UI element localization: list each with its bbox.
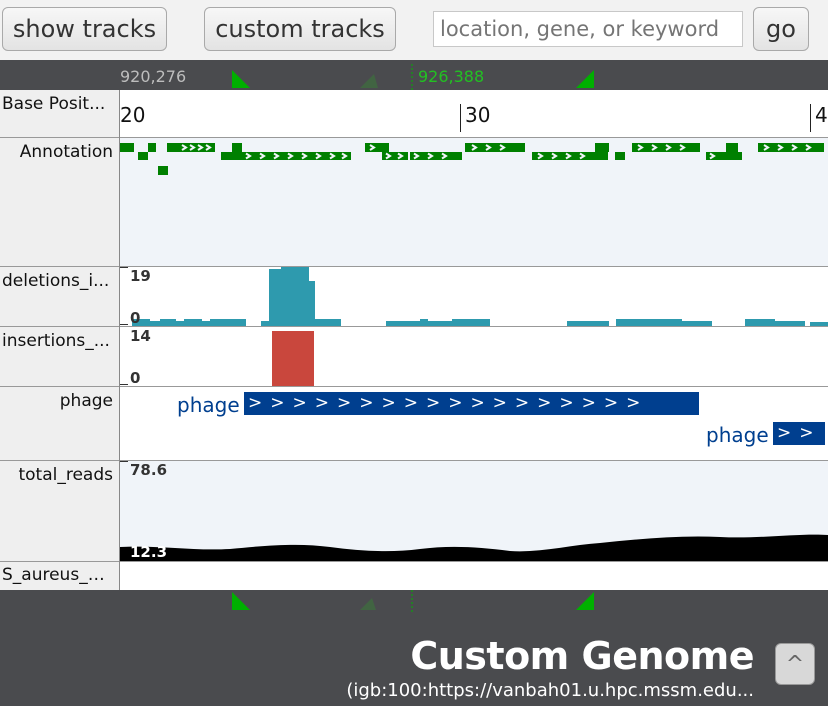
phage-feature-1[interactable]: >>>>>>>>>>>>>>>>>> [244, 392, 699, 415]
annotation-feature[interactable] [232, 143, 242, 152]
chevron-up-icon: ^ [785, 651, 805, 677]
insertions-histogram [272, 331, 314, 386]
total-reads-row: 78.6 12.3 [120, 461, 828, 562]
total-reads-max: 78.6 [130, 461, 168, 479]
left-coordinate: 920,276 [120, 67, 187, 86]
s-aureus-row [120, 562, 828, 590]
phage-feature-2[interactable]: >> [773, 422, 825, 445]
track-area: Base Posit... Annotation deletions_i... … [0, 90, 828, 590]
annotation-feature[interactable] [120, 143, 134, 152]
coverage-area [120, 534, 828, 561]
ruler-tick-label: 30 [465, 103, 491, 127]
track-canvas[interactable]: 20 30 4 [120, 90, 828, 590]
deletions-histogram [132, 267, 828, 326]
right-bracket-marker[interactable] [576, 70, 594, 88]
insertions-row: 14 0 [120, 327, 828, 387]
toolbar: show tracks custom tracks go [0, 0, 828, 60]
left-bracket-marker-bottom[interactable] [232, 592, 250, 610]
center-ghost-marker-bottom [360, 598, 376, 610]
custom-tracks-button[interactable]: custom tracks [204, 7, 396, 51]
track-label-s-aureus[interactable]: S_aureus_E... [2, 565, 115, 585]
bottom-navigator-markers [232, 590, 594, 612]
center-coordinate: 926,388 [418, 67, 485, 86]
annotation-feature[interactable] [158, 166, 168, 175]
insertion-bar[interactable] [272, 331, 314, 386]
annotation-feature[interactable] [595, 143, 609, 152]
deletions-row: 19 0 [120, 267, 828, 327]
go-button[interactable]: go [753, 7, 809, 51]
annotation-feature[interactable] [221, 152, 241, 160]
track-label-insertions[interactable]: insertions_... [0, 327, 119, 387]
annotation-feature[interactable] [706, 152, 742, 160]
insertions-min: 0 [130, 369, 141, 387]
deletions-min: 0 [130, 309, 141, 327]
navigator-markers [232, 64, 594, 90]
genome-source: (igb:100:https://vanbah01.u.hpc.mssm.edu… [346, 680, 754, 701]
genome-title: Custom Genome [410, 634, 754, 678]
annotation-row [120, 138, 828, 267]
search-input[interactable] [433, 11, 743, 47]
annotation-feature[interactable] [167, 143, 179, 152]
annotation-feature[interactable] [465, 143, 525, 152]
insertions-max: 14 [130, 327, 151, 345]
ruler-tick [460, 104, 461, 132]
annotation-feature[interactable] [632, 143, 700, 152]
annotation-feature[interactable] [179, 143, 215, 152]
track-label-base-position[interactable]: Base Posit... [0, 90, 119, 138]
annotation-feature[interactable] [148, 143, 156, 152]
track-label-phage[interactable]: phage [0, 387, 119, 461]
track-labels: Base Posit... Annotation deletions_i... … [0, 90, 120, 590]
center-ghost-marker [360, 74, 378, 88]
phage-feature-label-2: phage [706, 423, 769, 447]
right-bracket-marker-bottom[interactable] [576, 592, 594, 610]
phage-feature-label-1: phage [177, 393, 240, 417]
scroll-up-button[interactable]: ^ [775, 643, 815, 685]
annotation-feature[interactable] [365, 143, 389, 152]
annotation-feature[interactable] [615, 152, 625, 160]
deletions-max: 19 [130, 267, 151, 285]
ruler-tick [810, 104, 811, 132]
annotation-feature[interactable] [726, 143, 738, 152]
genome-footer [0, 590, 828, 706]
annotation-feature[interactable] [138, 152, 148, 160]
track-label-total-reads[interactable]: total_reads [0, 461, 119, 562]
annotation-features [120, 143, 824, 175]
phage-row: phage >>>>>>>>>>>>>>>>>> phage >> [120, 387, 828, 461]
annotation-feature[interactable] [410, 152, 462, 160]
ruler-tick-label: 4 [815, 103, 828, 127]
ruler-tick-label: 20 [120, 103, 146, 127]
ruler-row: 20 30 4 [120, 90, 828, 138]
annotation-feature[interactable] [241, 152, 351, 160]
total-reads-min: 12.3 [130, 543, 168, 561]
show-tracks-button[interactable]: show tracks [2, 7, 167, 51]
annotation-feature[interactable] [758, 143, 824, 152]
annotation-feature[interactable] [382, 152, 408, 160]
navigator-strip[interactable] [0, 60, 828, 90]
track-label-deletions[interactable]: deletions_i... [0, 267, 119, 327]
left-bracket-marker[interactable] [232, 70, 250, 88]
track-label-annotation[interactable]: Annotation [0, 138, 119, 267]
